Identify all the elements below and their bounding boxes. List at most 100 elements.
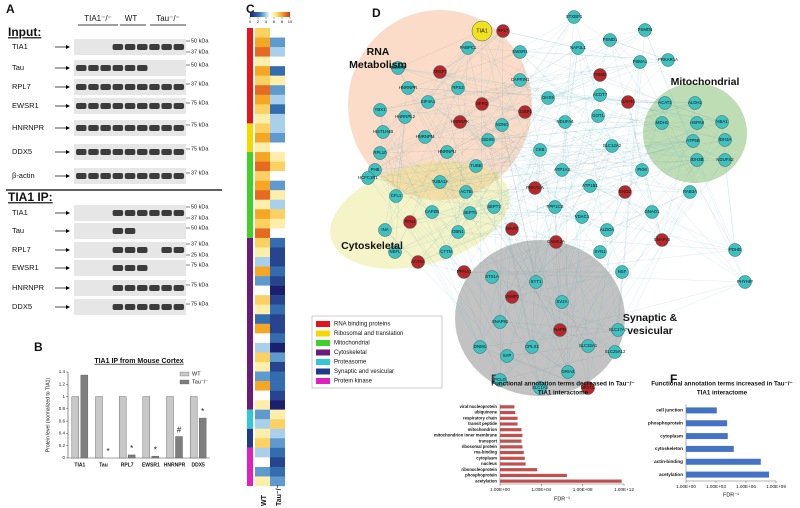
edge: [459, 121, 563, 171]
edge: [539, 122, 698, 151]
edge: [465, 191, 616, 353]
edge: [547, 97, 666, 104]
heatmap-cell: [270, 228, 285, 239]
blot-band: [112, 265, 124, 271]
edge: [463, 191, 626, 273]
edge: [431, 16, 575, 213]
node-label: TRIM2: [594, 72, 608, 77]
edge: [519, 79, 643, 171]
edge: [614, 191, 691, 353]
edge: [367, 47, 579, 179]
network-node: [493, 315, 507, 329]
blot-band: [76, 65, 87, 71]
bar: [686, 420, 728, 427]
node-label: SLC32A1: [579, 343, 598, 348]
heatmap-cell: [255, 257, 270, 267]
edge: [564, 121, 569, 373]
x-tick-label: 1.00E+12: [614, 487, 634, 492]
edge: [409, 140, 694, 223]
heatmap-cell: [255, 285, 270, 296]
heatmap-cell: [270, 371, 285, 382]
edge: [379, 87, 459, 111]
network-node: [553, 323, 567, 337]
bar: [127, 454, 136, 459]
edge: [445, 206, 495, 253]
edge: [409, 169, 643, 223]
legend-swatch: [316, 340, 330, 346]
edge: [511, 228, 569, 373]
blot-band: [100, 65, 111, 71]
edge: [481, 30, 556, 208]
heatmap-cell: [270, 75, 285, 86]
edge: [424, 136, 508, 357]
heatmap-cell: [255, 123, 270, 134]
edge: [394, 121, 461, 253]
blot-band: [161, 149, 172, 155]
network-node: [605, 139, 619, 153]
category-label: mitochondrion inner membrane: [434, 433, 498, 438]
kda-marker: 50 kDa: [191, 225, 209, 231]
node-label: PHYHIP: [737, 279, 753, 284]
category-label: transport: [479, 438, 498, 443]
edge: [431, 211, 513, 230]
heatmap-cell: [255, 199, 270, 210]
edge: [463, 271, 746, 283]
heatmap-cell: [255, 304, 270, 315]
y-tick-label: 0.8: [59, 406, 66, 411]
network-node: [361, 171, 375, 185]
x-tick-label: 1.00E+09: [766, 484, 786, 489]
network-node: [373, 146, 387, 160]
heatmap-cell: [255, 295, 270, 305]
legend-label: WT: [192, 371, 201, 377]
bar: [686, 407, 717, 414]
blot-label: DDX5: [12, 147, 32, 156]
edge: [561, 122, 698, 303]
network-node: [411, 255, 425, 269]
heatmap-cell: [270, 323, 285, 334]
kda-marker: 37 kDa: [191, 81, 209, 87]
network-node: [593, 68, 607, 82]
chart-title: Functional annotation terms decreased in…: [491, 381, 634, 388]
heatmap-cell: [270, 66, 285, 76]
blot-label: TIA1: [12, 42, 28, 51]
node-label: VAMP2: [505, 294, 520, 299]
edge: [469, 212, 583, 218]
panel-label: C: [246, 2, 255, 16]
blot-band: [124, 44, 136, 50]
blot-arrowhead: [66, 126, 70, 130]
category-label: viral nucleoprotein: [460, 404, 498, 409]
group-strip: [247, 428, 253, 448]
heatmap-cell: [270, 28, 285, 38]
edge: [374, 169, 433, 213]
heatmap-cell: [255, 276, 270, 286]
node-label: HSPA9: [690, 120, 704, 125]
heatmap-cell: [270, 47, 285, 57]
edge: [511, 271, 623, 298]
edge: [467, 47, 726, 161]
edge: [599, 159, 698, 253]
blot-band: [124, 285, 136, 291]
edge: [479, 228, 513, 348]
bar: [118, 396, 127, 459]
edge: [397, 67, 726, 141]
blot-band: [76, 149, 87, 155]
blot-band: [124, 65, 136, 71]
bar: [686, 458, 761, 465]
edge: [597, 115, 653, 213]
blot-label: DDX5: [12, 302, 32, 311]
y-tick-label: 1.2: [59, 381, 66, 386]
y-tick-label: 0: [62, 455, 65, 460]
heatmap-cell: [255, 237, 270, 248]
edge: [395, 115, 599, 197]
edges: [367, 16, 746, 389]
heatmap-cell: [255, 132, 270, 143]
node-label: PFN1: [405, 219, 417, 224]
edge: [424, 94, 601, 138]
blot-band: [124, 84, 136, 90]
heatmap-cell: [255, 457, 270, 468]
blot-band: [149, 210, 160, 216]
blot-band: [161, 210, 172, 216]
edge: [561, 169, 691, 193]
cluster-label: RNA: [367, 46, 390, 58]
